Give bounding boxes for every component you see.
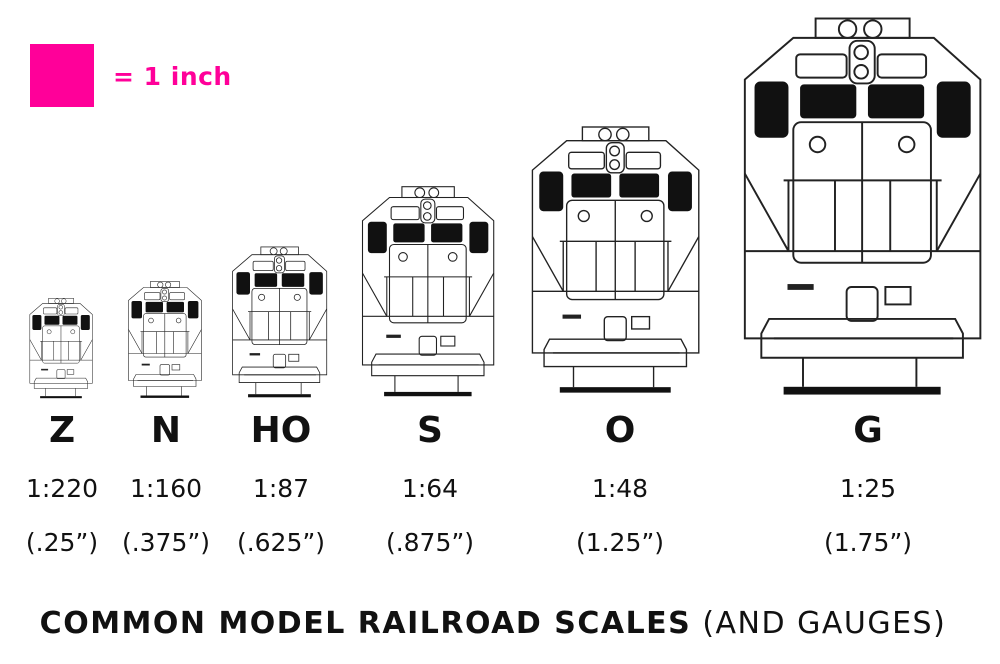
- title-bold: COMMON MODEL RAILROAD SCALES: [39, 606, 692, 641]
- scale-name-n: N: [150, 410, 182, 451]
- diagram-title: COMMON MODEL RAILROAD SCALES (AND GAUGES…: [0, 606, 986, 641]
- one-inch-swatch: [30, 44, 94, 107]
- scale-ratio-g: 1:25: [839, 474, 897, 503]
- scale-name-g: G: [853, 410, 883, 451]
- scale-size-o: (1.25”): [575, 528, 665, 557]
- scale-size-g: (1.75”): [823, 528, 913, 557]
- scale-name-o: O: [604, 410, 636, 451]
- legend-label: = 1 inch: [113, 62, 232, 91]
- locomotive-o: [531, 126, 700, 394]
- title-light: (AND GAUGES): [691, 606, 947, 641]
- scale-ratio-n: 1:160: [129, 474, 203, 503]
- scale-ratio-ho: 1:87: [252, 474, 310, 503]
- scale-ratio-z: 1:220: [25, 474, 99, 503]
- scale-name-z: Z: [48, 410, 76, 451]
- scale-ratio-s: 1:64: [401, 474, 459, 503]
- locomotive-n: [128, 281, 202, 399]
- scale-size-n: (.375”): [121, 528, 211, 557]
- locomotive-s: [361, 186, 495, 397]
- locomotive-ho: [232, 246, 328, 398]
- scale-ratio-o: 1:48: [591, 474, 649, 503]
- locomotive-z: [29, 298, 93, 399]
- scale-name-s: S: [417, 410, 443, 451]
- locomotive-g: [743, 17, 982, 396]
- scale-name-ho: HO: [250, 410, 312, 451]
- scale-size-z: (.25”): [25, 528, 99, 557]
- scale-size-ho: (.625”): [236, 528, 326, 557]
- scale-size-s: (.875”): [385, 528, 475, 557]
